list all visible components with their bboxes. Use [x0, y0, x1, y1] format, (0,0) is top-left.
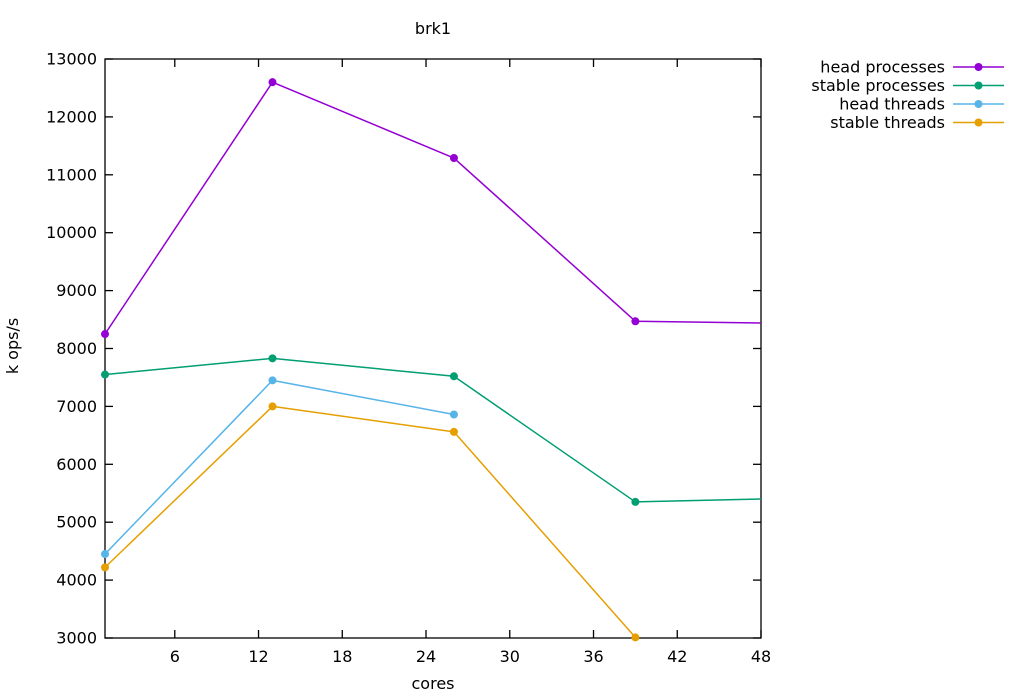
legend-label: head threads [839, 95, 945, 114]
x-tick-label: 24 [416, 647, 436, 666]
plot-border [104, 58, 762, 639]
series-line-head-threads [104, 379, 455, 555]
chart-title: brk1 [415, 19, 451, 38]
x-tick-label: 12 [248, 647, 268, 666]
series-line-head-processes [104, 81, 762, 335]
series-line-stable-threads [104, 405, 636, 638]
data-series [101, 78, 762, 642]
series-point-stable-processes [101, 370, 109, 379]
legend-label: stable threads [830, 113, 945, 132]
series-point-head-threads [449, 410, 458, 419]
y-tick-label: 13000 [46, 50, 97, 69]
x-tick-label: 48 [751, 647, 771, 666]
y-tick-label: 11000 [46, 165, 97, 184]
x-tick-label: 18 [332, 647, 352, 666]
legend-entry-head-threads: head threads [839, 95, 1004, 114]
series-point-head-threads [268, 376, 277, 385]
series-point-stable-threads [449, 427, 458, 436]
legend-label: stable processes [811, 76, 945, 95]
y-tick-label: 10000 [46, 223, 97, 242]
series-point-stable-threads [268, 402, 277, 411]
y-tick-label: 6000 [56, 455, 97, 474]
y-tick-label: 3000 [56, 629, 97, 648]
legend-sample-marker [974, 63, 983, 71]
legend-sample-marker [974, 118, 983, 127]
legend-sample-marker [974, 100, 983, 108]
series-point-stable-threads [631, 633, 640, 642]
series-point-head-processes [101, 330, 109, 339]
x-tick-label: 30 [500, 647, 520, 666]
y-tick-label: 12000 [46, 107, 97, 126]
series-point-stable-processes [449, 372, 458, 381]
x-tick-label: 42 [667, 647, 687, 666]
legend-label: head processes [820, 58, 945, 77]
y-tick-label: 7000 [56, 397, 97, 416]
series-point-stable-processes [631, 497, 640, 506]
legend-entry-head-processes: head processes [820, 58, 1004, 77]
y-axis-label: k ops/s [3, 318, 22, 374]
series-point-head-processes [631, 317, 640, 326]
y-tick-label: 8000 [56, 339, 97, 358]
x-tick-label: 6 [170, 647, 180, 666]
legend-sample-marker [974, 81, 983, 90]
x-axis-label: cores [412, 674, 455, 693]
legend-entry-stable-threads: stable threads [830, 113, 1004, 132]
series-point-head-processes [268, 78, 277, 87]
series-point-stable-threads [101, 563, 109, 572]
x-tick-label: 36 [583, 647, 603, 666]
series-point-stable-processes [268, 354, 277, 363]
y-tick-label: 9000 [56, 281, 97, 300]
y-tick-label: 4000 [56, 571, 97, 590]
series-point-head-processes [449, 154, 458, 163]
series-line-stable-processes [104, 357, 762, 503]
axes-and-ticks: 6 12 18 24 30 36 42 48 3000 4000 5000 6000 7000 8000 9… [46, 50, 771, 667]
y-tick-label: 5000 [56, 513, 97, 532]
legend-entry-stable-processes: stable processes [811, 76, 1004, 95]
series-point-head-threads [101, 550, 109, 559]
